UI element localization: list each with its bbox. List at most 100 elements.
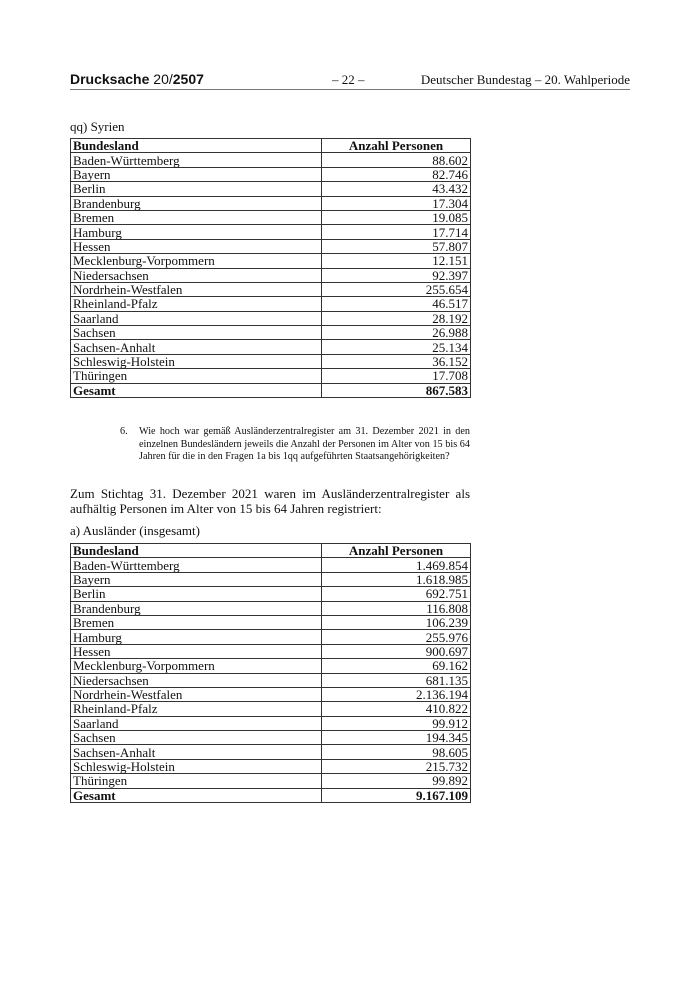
state-cell: Baden-Württemberg: [70, 152, 322, 168]
count-cell: 99.912: [321, 715, 471, 732]
state-cell: Niedersachsen: [70, 267, 322, 283]
state-cell: Nordrhein-Westfalen: [70, 686, 322, 703]
state-cell: Saarland: [70, 715, 322, 732]
state-cell: Schleswig-Holstein: [70, 353, 322, 370]
state-cell: Sachsen-Anhalt: [70, 744, 322, 760]
state-cell: Brandenburg: [70, 195, 322, 211]
state-cell: Brandenburg: [70, 600, 322, 616]
table-header-row: Bundesland Anzahl Personen: [70, 137, 471, 154]
table-row: Berlin 692.751: [70, 586, 471, 602]
state-cell: Baden-Württemberg: [70, 557, 322, 573]
total-label: Gesamt: [70, 382, 322, 399]
count-cell: 36.152: [321, 353, 471, 370]
column-header: Anzahl Personen: [321, 542, 471, 559]
count-cell: 1.469.854: [321, 557, 471, 573]
count-cell: 99.892: [321, 773, 471, 789]
state-cell: Mecklenburg-Vorpommern: [70, 253, 322, 269]
count-cell: 681.135: [321, 672, 471, 688]
total-row: Gesamt 867.583: [70, 382, 471, 399]
state-cell: Bremen: [70, 614, 322, 631]
table-row: Sachsen 194.345: [70, 730, 471, 746]
table-row: Nordrhein-Westfalen 255.654: [70, 281, 471, 298]
table-row: Schleswig-Holstein 36.152: [70, 353, 471, 370]
column-header: Bundesland: [70, 542, 322, 559]
state-cell: Niedersachsen: [70, 672, 322, 688]
table-row: Niedersachsen 681.135: [70, 672, 471, 688]
total-label: Gesamt: [70, 787, 322, 804]
count-cell: 43.432: [321, 181, 471, 197]
state-cell: Bayern: [70, 571, 322, 588]
state-cell: Saarland: [70, 310, 322, 327]
count-cell: 106.239: [321, 614, 471, 631]
state-cell: Mecklenburg-Vorpommern: [70, 658, 322, 674]
question-text: Wie hoch war gemäß Ausländerzentralregis…: [139, 426, 470, 462]
table-row: Brandenburg 116.808: [70, 600, 471, 616]
table-row: Schleswig-Holstein 215.732: [70, 758, 471, 775]
publisher: Deutscher Bundestag – 20. Wahlperiode: [420, 72, 630, 87]
count-cell: 255.654: [321, 281, 471, 298]
doc-num-prefix: 20/: [153, 71, 173, 87]
count-cell: 900.697: [321, 643, 471, 660]
count-cell: 17.708: [321, 368, 471, 384]
table-header-row: Bundesland Anzahl Personen: [70, 542, 471, 559]
count-cell: 46.517: [321, 296, 471, 312]
column-header: Anzahl Personen: [321, 137, 471, 154]
table-auslaender: Bundesland Anzahl Personen Baden-Württembe…: [70, 542, 471, 804]
table-row: Hessen 57.807: [70, 238, 471, 255]
table-row: Saarland 28.192: [70, 310, 471, 327]
count-cell: 57.807: [321, 238, 471, 255]
state-cell: Hamburg: [70, 224, 322, 240]
question-number: 6.: [120, 426, 128, 437]
total-value: 867.583: [321, 382, 471, 399]
count-cell: 215.732: [321, 758, 471, 775]
table-row: Bayern 82.746: [70, 166, 471, 183]
table-row: Bayern 1.618.985: [70, 571, 471, 588]
state-cell: Sachsen-Anhalt: [70, 339, 322, 355]
table-row: Sachsen 26.988: [70, 325, 471, 341]
table-row: Rheinland-Pfalz 410.822: [70, 701, 471, 717]
table-row: Hessen 900.697: [70, 643, 471, 660]
count-cell: 255.976: [321, 629, 471, 645]
count-cell: 1.618.985: [321, 571, 471, 588]
table-row: Saarland 99.912: [70, 715, 471, 732]
count-cell: 17.304: [321, 195, 471, 211]
table-row: Mecklenburg-Vorpommern 69.162: [70, 658, 471, 674]
state-cell: Bremen: [70, 209, 322, 226]
count-cell: 12.151: [321, 253, 471, 269]
count-cell: 19.085: [321, 209, 471, 226]
count-cell: 28.192: [321, 310, 471, 327]
document-number: Drucksache 20/2507: [70, 71, 204, 87]
state-cell: Hessen: [70, 643, 322, 660]
doc-num: 2507: [172, 71, 204, 87]
count-cell: 17.714: [321, 224, 471, 240]
count-cell: 82.746: [321, 166, 471, 183]
state-cell: Nordrhein-Westfalen: [70, 281, 322, 298]
table-row: Thüringen 99.892: [70, 773, 471, 789]
page-header: Drucksache 20/2507 – 22 – Deutscher Bund…: [70, 71, 630, 90]
section-label-a: a) Ausländer (insgesamt): [70, 523, 200, 538]
table-row: Nordrhein-Westfalen 2.136.194: [70, 686, 471, 703]
table-row: Sachsen-Anhalt 25.134: [70, 339, 471, 355]
table-row: Brandenburg 17.304: [70, 195, 471, 211]
state-cell: Sachsen: [70, 325, 322, 341]
table-row: Mecklenburg-Vorpommern 12.151: [70, 253, 471, 269]
count-cell: 2.136.194: [321, 686, 471, 703]
table-row: Sachsen-Anhalt 98.605: [70, 744, 471, 760]
state-cell: Hessen: [70, 238, 322, 255]
state-cell: Thüringen: [70, 368, 322, 384]
state-cell: Sachsen: [70, 730, 322, 746]
count-cell: 92.397: [321, 267, 471, 283]
count-cell: 410.822: [321, 701, 471, 717]
table-row: Berlin 43.432: [70, 181, 471, 197]
section-label-qq: qq) Syrien: [70, 119, 125, 134]
state-cell: Berlin: [70, 181, 322, 197]
total-row: Gesamt 9.167.109: [70, 787, 471, 804]
page-number: – 22 –: [332, 72, 365, 87]
state-cell: Berlin: [70, 586, 322, 602]
state-cell: Schleswig-Holstein: [70, 758, 322, 775]
table-syrien: Bundesland Anzahl Personen Baden-Württembe…: [70, 137, 471, 399]
count-cell: 194.345: [321, 730, 471, 746]
table-row: Baden-Württemberg 88.602: [70, 152, 471, 168]
column-header: Bundesland: [70, 137, 322, 154]
